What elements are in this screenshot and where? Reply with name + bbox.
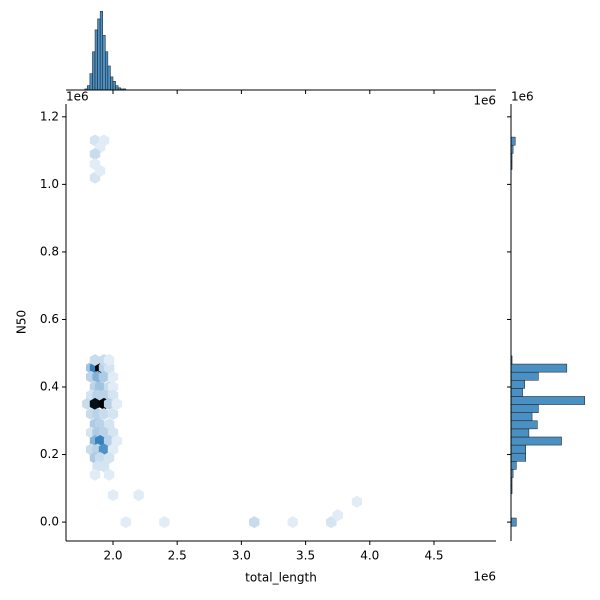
hex-cell — [107, 389, 119, 402]
top-hist-bar — [97, 18, 101, 91]
top-hist-bar — [105, 51, 109, 91]
right-hist-bar — [510, 371, 539, 381]
hex-cell — [98, 408, 110, 420]
x-tick-label: 4.5 — [424, 549, 443, 563]
hex-cell — [89, 148, 101, 160]
x-tick-label: 2.5 — [168, 549, 187, 563]
y-tick-label: 0.0 — [40, 515, 59, 529]
right-hist-bar — [510, 461, 517, 470]
y-tick-label: 0.4 — [40, 380, 59, 394]
hex-cell — [107, 489, 119, 502]
hex-cell — [111, 435, 122, 447]
top-hist-bar — [92, 51, 96, 91]
y-tick-label: 1.0 — [40, 177, 59, 191]
x-tick-label: 3.0 — [232, 549, 251, 563]
right-hist-bar — [510, 379, 525, 389]
hex-cell — [107, 408, 119, 420]
y-tick-label: 1.2 — [40, 109, 59, 123]
top-hist-bar — [115, 85, 119, 91]
hex-cell — [103, 451, 115, 464]
hex-cell — [332, 509, 343, 522]
y-tick-label: 0.6 — [40, 312, 59, 326]
hex-cell — [133, 489, 144, 502]
hex-cell — [89, 397, 101, 410]
hex-cell — [120, 516, 131, 529]
top-hist-bar — [112, 81, 116, 91]
hex-cell — [89, 354, 101, 366]
x-tick-label: 2.0 — [103, 549, 122, 563]
y-axis-label: N50 — [15, 310, 29, 334]
hex-cell — [98, 443, 110, 456]
hex-cell — [103, 361, 115, 374]
right-hist-bar — [510, 436, 562, 446]
hex-cell — [95, 164, 106, 177]
hex-cell — [98, 389, 110, 402]
y-tick-label: 0.2 — [40, 447, 59, 461]
hex-cell — [249, 516, 260, 529]
right-y-offset-label: 1e6 — [511, 90, 534, 104]
top-hist-bar — [99, 11, 103, 91]
hex-cell — [98, 426, 110, 439]
right-hist-bar — [510, 388, 523, 397]
top-hist-bar — [107, 65, 111, 91]
hex-cell — [107, 381, 119, 393]
top-hist-bar — [102, 35, 106, 91]
hex-cell — [103, 418, 115, 431]
top-hist-bar — [94, 29, 98, 91]
right-hist-bar — [510, 428, 530, 438]
top-hist-bar — [89, 73, 93, 91]
x-axis-label: total_length — [245, 571, 317, 585]
right-hist-bar — [510, 412, 533, 422]
hex-cell — [98, 370, 110, 383]
hex-cell — [103, 468, 115, 481]
hex-cell — [111, 397, 122, 410]
hex-cell — [107, 426, 119, 439]
y-offset-label: 1e6 — [66, 90, 89, 104]
right-hist-bar — [510, 452, 526, 462]
hex-cell — [351, 495, 363, 508]
top-hist-bar — [110, 76, 114, 91]
top-hist-bar — [87, 85, 91, 91]
hex-cell — [107, 443, 119, 456]
right-hist-bar — [510, 396, 585, 405]
hex-cell — [287, 516, 298, 529]
y-tick-label: 0.8 — [40, 244, 59, 258]
hex-cell — [98, 460, 110, 473]
right-hist-bar — [510, 517, 517, 527]
right-hist-bar — [510, 444, 526, 454]
right-hist-bar — [510, 404, 539, 413]
right-hist-bar — [510, 363, 568, 373]
x-tick-label: 4.0 — [360, 549, 379, 563]
top-x-offset-label: 1e6 — [473, 94, 496, 108]
hex-cell — [103, 354, 115, 366]
x-tick-label: 3.5 — [296, 549, 315, 563]
right-hist-bar — [510, 136, 516, 146]
hex-cell — [159, 516, 170, 529]
hex-cell — [107, 370, 119, 383]
hex-cell — [89, 468, 101, 481]
right-hist-bar — [510, 420, 538, 430]
x-offset-label: 1e6 — [473, 570, 496, 584]
